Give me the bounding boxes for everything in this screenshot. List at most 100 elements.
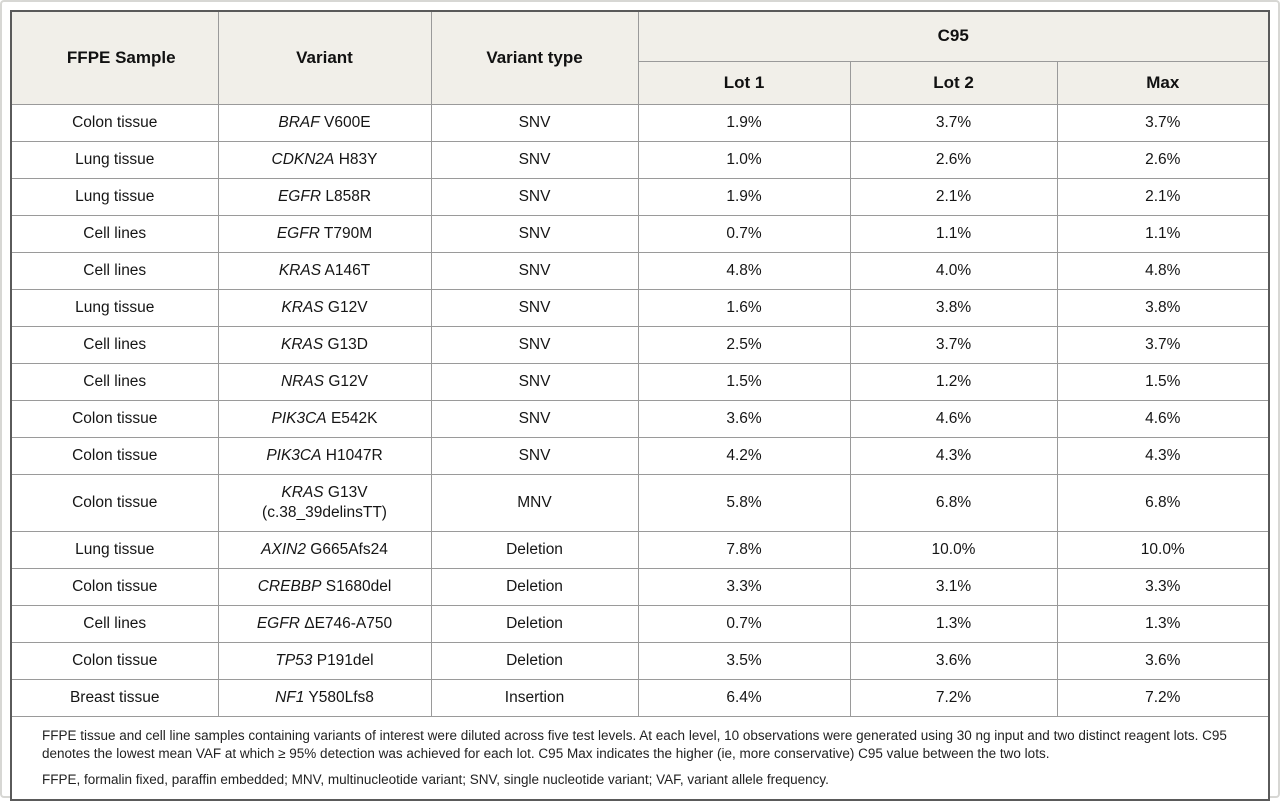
cell-ffpe-sample: Colon tissue	[10, 567, 219, 606]
header-ffpe-sample: FFPE Sample	[10, 10, 219, 105]
cell-ffpe-sample: Lung tissue	[10, 288, 219, 327]
cell-c95-lot2: 6.8%	[849, 473, 1058, 532]
table-row: Lung tissue KRAS G12V SNV 1.6% 3.8% 3.8%	[10, 288, 1270, 327]
header-variant: Variant	[217, 10, 432, 105]
cell-variant-type: SNV	[430, 436, 639, 475]
cell-variant: PIK3CA E542K	[217, 399, 432, 438]
cell-ffpe-sample: Lung tissue	[10, 177, 219, 216]
cell-ffpe-sample: Cell lines	[10, 325, 219, 364]
cell-c95-lot1: 2.5%	[637, 325, 851, 364]
cell-c95-lot1: 1.6%	[637, 288, 851, 327]
gene-symbol: EGFR	[277, 187, 322, 205]
cell-ffpe-sample: Cell lines	[10, 604, 219, 643]
cell-variant: BRAF V600E	[217, 103, 432, 142]
cell-variant-type: Deletion	[430, 604, 639, 643]
cell-variant: EGFR L858R	[217, 177, 432, 216]
footnote-cell: FFPE tissue and cell line samples contai…	[10, 715, 1270, 801]
gene-symbol: KRAS	[281, 298, 324, 316]
gene-symbol: TP53	[275, 651, 313, 669]
table-row: Cell lines KRAS A146T SNV 4.8% 4.0% 4.8%	[10, 251, 1270, 290]
cell-ffpe-sample: Colon tissue	[10, 436, 219, 475]
cell-variant-type: SNV	[430, 325, 639, 364]
cell-variant: TP53 P191del	[217, 641, 432, 680]
table-row: Breast tissue NF1 Y580Lfs8 Insertion 6.4% 7.…	[10, 678, 1270, 717]
cell-c95-lot1: 1.9%	[637, 103, 851, 142]
gene-symbol: PIK3CA	[266, 446, 322, 464]
cell-ffpe-sample: Cell lines	[10, 251, 219, 290]
cell-c95-lot1: 4.2%	[637, 436, 851, 475]
cell-c95-lot1: 3.5%	[637, 641, 851, 680]
c95-detection-table: FFPE Sample Variant Variant type C95 Lot…	[10, 10, 1270, 801]
header-variant-type: Variant type	[430, 10, 639, 105]
cell-ffpe-sample: Colon tissue	[10, 473, 219, 532]
cell-c95-lot1: 6.4%	[637, 678, 851, 717]
cell-c95-lot2: 1.2%	[849, 362, 1058, 401]
cell-c95-lot2: 7.2%	[849, 678, 1058, 717]
cell-ffpe-sample: Breast tissue	[10, 678, 219, 717]
cell-c95-max: 1.3%	[1056, 604, 1270, 643]
table-row: Lung tissue AXIN2 G665Afs24 Deletion 7.8% 10…	[10, 530, 1270, 569]
cell-c95-lot1: 0.7%	[637, 214, 851, 253]
cell-c95-lot2: 10.0%	[849, 530, 1058, 569]
cell-c95-max: 10.0%	[1056, 530, 1270, 569]
table-footer: FFPE tissue and cell line samples contai…	[10, 715, 1270, 801]
table-row: Colon tissue KRAS G13V (c.38_39delinsTT) MN…	[10, 473, 1270, 532]
cell-c95-lot1: 1.5%	[637, 362, 851, 401]
cell-variant-type: SNV	[430, 140, 639, 179]
variant-hgvs-note: (c.38_39delinsTT)	[262, 503, 387, 521]
gene-symbol: AXIN2	[261, 540, 306, 558]
cell-c95-max: 7.2%	[1056, 678, 1270, 717]
table-row: Cell lines NRAS G12V SNV 1.5% 1.2% 1.5%	[10, 362, 1270, 401]
cell-variant: PIK3CA H1047R	[217, 436, 432, 475]
cell-ffpe-sample: Colon tissue	[10, 399, 219, 438]
cell-c95-lot1: 4.8%	[637, 251, 851, 290]
table-row: Lung tissue CDKN2A H83Y SNV 1.0% 2.6% 2.6%	[10, 140, 1270, 179]
cell-variant: AXIN2 G665Afs24	[217, 530, 432, 569]
cell-c95-max: 4.3%	[1056, 436, 1270, 475]
cell-c95-max: 3.7%	[1056, 325, 1270, 364]
cell-c95-max: 3.3%	[1056, 567, 1270, 606]
cell-variant-type: Insertion	[430, 678, 639, 717]
cell-variant: EGFR ΔE746-A750	[217, 604, 432, 643]
cell-variant-type: SNV	[430, 288, 639, 327]
gene-symbol: NRAS	[280, 372, 325, 390]
cell-c95-lot2: 3.6%	[849, 641, 1058, 680]
table-row: Colon tissue PIK3CA H1047R SNV 4.2% 4.3% 4.3%	[10, 436, 1270, 475]
header-lot2: Lot 2	[849, 60, 1058, 105]
gene-symbol: EGFR	[276, 224, 320, 242]
cell-c95-lot2: 3.7%	[849, 103, 1058, 142]
gene-symbol: KRAS	[278, 261, 322, 279]
cell-c95-lot2: 3.7%	[849, 325, 1058, 364]
cell-variant: KRAS G13D	[217, 325, 432, 364]
cell-ffpe-sample: Lung tissue	[10, 530, 219, 569]
cell-variant-type: Deletion	[430, 567, 639, 606]
cell-c95-max: 6.8%	[1056, 473, 1270, 532]
cell-c95-lot2: 4.3%	[849, 436, 1058, 475]
cell-c95-lot1: 5.8%	[637, 473, 851, 532]
table-row: Cell lines EGFR T790M SNV 0.7% 1.1% 1.1%	[10, 214, 1270, 253]
cell-variant: NRAS G12V	[217, 362, 432, 401]
cell-c95-max: 1.1%	[1056, 214, 1270, 253]
cell-c95-lot2: 2.6%	[849, 140, 1058, 179]
cell-c95-lot1: 1.9%	[637, 177, 851, 216]
cell-c95-lot2: 4.0%	[849, 251, 1058, 290]
cell-ffpe-sample: Colon tissue	[10, 641, 219, 680]
cell-c95-lot1: 1.0%	[637, 140, 851, 179]
cell-variant: EGFR T790M	[217, 214, 432, 253]
cell-c95-max: 3.6%	[1056, 641, 1270, 680]
cell-c95-lot2: 1.3%	[849, 604, 1058, 643]
cell-variant-type: SNV	[430, 214, 639, 253]
cell-ffpe-sample: Cell lines	[10, 214, 219, 253]
cell-c95-max: 2.1%	[1056, 177, 1270, 216]
gene-symbol: NF1	[275, 688, 305, 706]
cell-variant: CREBBP S1680del	[217, 567, 432, 606]
cell-variant: KRAS A146T	[217, 251, 432, 290]
cell-c95-lot1: 3.6%	[637, 399, 851, 438]
cell-variant: KRAS G13V (c.38_39delinsTT)	[217, 473, 432, 532]
header-max: Max	[1056, 60, 1270, 105]
cell-variant-type: SNV	[430, 399, 639, 438]
cell-variant-type: MNV	[430, 473, 639, 532]
gene-symbol: PIK3CA	[271, 409, 327, 427]
cell-c95-lot2: 3.1%	[849, 567, 1058, 606]
table-row: Colon tissue TP53 P191del Deletion 3.5% 3.6%…	[10, 641, 1270, 680]
